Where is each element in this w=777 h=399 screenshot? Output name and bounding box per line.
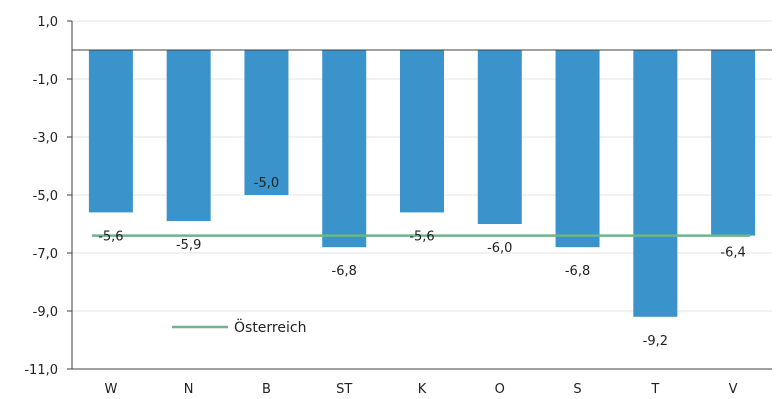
- data-label-n: -5,9: [176, 238, 201, 253]
- data-label-k: -5,6: [409, 229, 434, 244]
- data-labels: -5,6 -5,9 -5,0 -6,8 -5,6 -6,0 -6,8 -9,2 -6,4: [98, 176, 746, 349]
- legend: Österreich: [172, 318, 306, 336]
- data-label-st: -6,8: [332, 264, 357, 279]
- x-label-w: W: [104, 382, 117, 397]
- bar-n: [166, 50, 211, 222]
- y-axis-ticks: 1,0 -1,0 -3,0 -5,0 -7,0 -9,0 -11,0: [24, 15, 72, 378]
- bars: [88, 50, 756, 317]
- bar-w: [88, 50, 133, 213]
- x-label-k: K: [418, 382, 427, 397]
- x-label-b: B: [262, 382, 271, 397]
- bar-k: [400, 50, 444, 213]
- bar-t: [633, 50, 678, 317]
- bar-s: [555, 50, 600, 248]
- data-label-s: -6,8: [565, 264, 590, 279]
- data-label-o: -6,0: [487, 241, 512, 256]
- x-label-o: O: [495, 382, 505, 397]
- y-tick-label: 1,0: [37, 15, 58, 30]
- x-label-n: N: [184, 382, 194, 397]
- y-tick-label: -7,0: [33, 247, 58, 262]
- y-tick-label: -1,0: [33, 73, 58, 88]
- data-label-w: -5,6: [98, 229, 123, 244]
- bar-b: [244, 50, 289, 195]
- y-tick-label: -11,0: [24, 363, 58, 378]
- x-label-t: T: [650, 382, 659, 397]
- y-tick-label: -5,0: [33, 189, 58, 204]
- data-label-t: -9,2: [643, 334, 668, 349]
- data-label-v: -6,4: [720, 246, 745, 261]
- x-label-v: V: [729, 382, 738, 397]
- x-label-s: S: [573, 382, 581, 397]
- data-label-b: -5,0: [254, 176, 279, 191]
- bar-v: [711, 50, 756, 236]
- x-label-st: ST: [336, 382, 352, 397]
- x-axis-labels: W N B ST K O S T V: [104, 382, 737, 397]
- bar-o: [477, 50, 522, 224]
- y-tick-label: -9,0: [33, 305, 58, 320]
- bar-st: [322, 50, 367, 248]
- y-tick-label: -3,0: [33, 131, 58, 146]
- legend-label-oesterreich: Österreich: [234, 318, 306, 336]
